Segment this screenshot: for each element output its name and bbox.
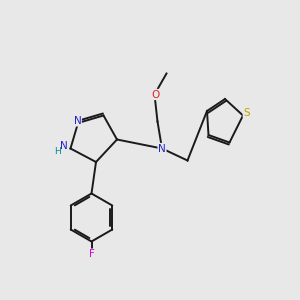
Text: N: N bbox=[74, 116, 81, 126]
Text: S: S bbox=[243, 107, 250, 118]
Text: F: F bbox=[88, 249, 94, 259]
Text: O: O bbox=[151, 89, 159, 100]
Text: H: H bbox=[54, 147, 60, 156]
Text: N: N bbox=[60, 141, 68, 151]
Text: N: N bbox=[158, 143, 166, 154]
